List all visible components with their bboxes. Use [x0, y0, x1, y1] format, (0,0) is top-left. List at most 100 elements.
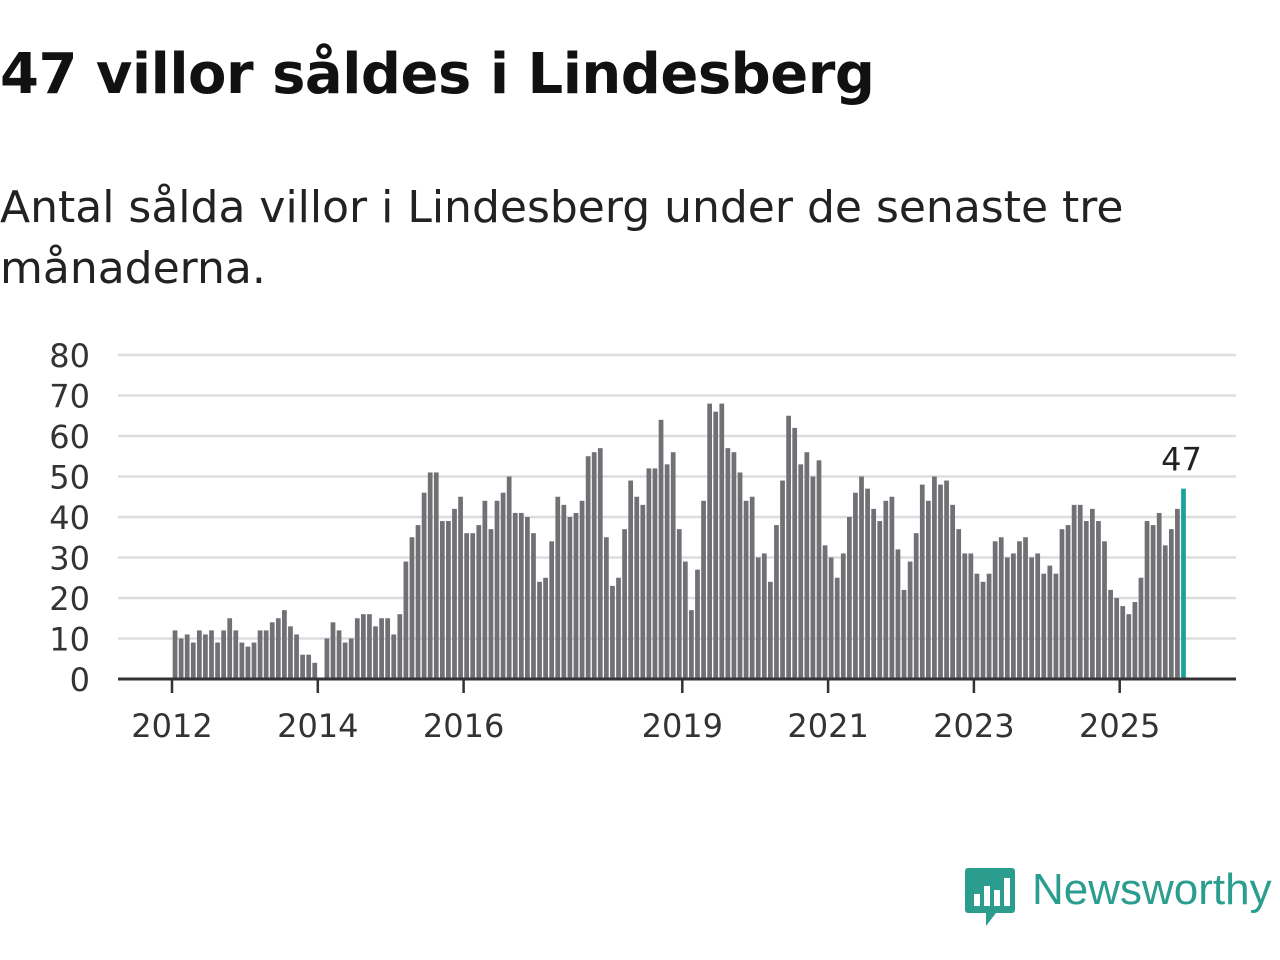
bar — [190, 642, 196, 679]
bar — [1175, 508, 1180, 679]
bar — [184, 634, 190, 679]
bar — [1102, 541, 1107, 679]
bar — [531, 533, 536, 679]
y-tick-label: 0 — [70, 661, 90, 699]
bar — [731, 452, 737, 679]
bar — [901, 589, 907, 679]
bars — [172, 403, 1186, 679]
bar — [998, 537, 1004, 679]
bar — [737, 472, 743, 679]
bar — [719, 403, 725, 679]
bar — [792, 427, 798, 679]
bar — [603, 537, 609, 679]
bar — [1083, 521, 1089, 679]
bar — [980, 581, 986, 679]
y-tick-label: 10 — [49, 621, 90, 659]
bar — [300, 654, 305, 679]
bar — [968, 553, 974, 679]
bar — [1138, 577, 1144, 679]
bar — [883, 500, 889, 679]
bar — [1156, 512, 1162, 679]
x-tick-label: 2025 — [1079, 707, 1160, 745]
bar — [1132, 602, 1138, 679]
bar — [354, 618, 360, 679]
data-labels: 47 — [1161, 441, 1202, 479]
bar — [950, 504, 956, 679]
bar — [196, 630, 202, 679]
bar — [749, 496, 755, 679]
bar — [348, 638, 354, 679]
bar — [804, 452, 810, 679]
bar — [282, 610, 287, 679]
bar — [628, 480, 634, 679]
bar — [488, 529, 494, 679]
bar — [294, 634, 299, 679]
y-tick-label: 70 — [49, 378, 90, 416]
bar — [828, 557, 834, 679]
y-tick-label: 30 — [49, 540, 90, 578]
x-tick-label: 2019 — [642, 707, 723, 745]
bar — [312, 662, 318, 679]
bar — [859, 476, 864, 679]
bar — [725, 448, 731, 679]
bar — [816, 460, 822, 679]
bar — [336, 630, 342, 679]
bar — [986, 573, 992, 679]
bar — [470, 533, 476, 679]
x-tick-label: 2016 — [423, 707, 504, 745]
bar — [215, 642, 220, 679]
bar — [367, 614, 372, 679]
bar — [962, 553, 968, 679]
bar — [391, 634, 397, 679]
bar — [555, 496, 561, 679]
bar — [506, 476, 512, 679]
bar — [743, 500, 749, 679]
bar — [1089, 508, 1095, 679]
bar — [1004, 557, 1010, 679]
bar — [452, 508, 457, 679]
bar — [257, 630, 263, 679]
bar — [646, 468, 652, 679]
bar — [1035, 553, 1041, 679]
x-tick-label: 2014 — [277, 707, 358, 745]
bar — [992, 541, 998, 679]
newsworthy-chart-bubble-icon — [965, 868, 1015, 926]
bar — [543, 577, 548, 679]
bar — [834, 577, 840, 679]
bar — [774, 525, 779, 679]
bar — [1071, 504, 1077, 679]
bar — [1077, 504, 1083, 679]
bar — [1108, 589, 1113, 679]
chart-title: 47 villor såldes i Lindesberg — [0, 42, 875, 107]
bar — [798, 464, 804, 679]
bar — [907, 561, 913, 679]
bar — [330, 622, 336, 679]
bar — [932, 476, 937, 679]
bar — [1168, 529, 1174, 679]
bar — [397, 614, 403, 679]
bar — [233, 630, 239, 679]
bar — [610, 585, 615, 679]
y-tick-label: 80 — [49, 337, 90, 375]
bar — [227, 618, 233, 679]
bar — [385, 618, 391, 679]
bar — [956, 529, 962, 679]
bar — [439, 521, 445, 679]
bar — [670, 452, 676, 679]
bar — [324, 638, 330, 679]
bar — [1126, 614, 1132, 679]
bar — [1029, 557, 1034, 679]
bar — [919, 484, 925, 679]
bar — [379, 618, 384, 679]
bar — [664, 464, 670, 679]
bar — [549, 541, 555, 679]
bar — [634, 496, 640, 679]
x-tick-label: 2023 — [933, 707, 1014, 745]
bar — [251, 642, 257, 679]
bar — [464, 533, 470, 679]
bar — [263, 630, 269, 679]
bar — [573, 512, 579, 679]
bar — [421, 492, 427, 679]
highlight-data-label: 47 — [1161, 441, 1202, 479]
